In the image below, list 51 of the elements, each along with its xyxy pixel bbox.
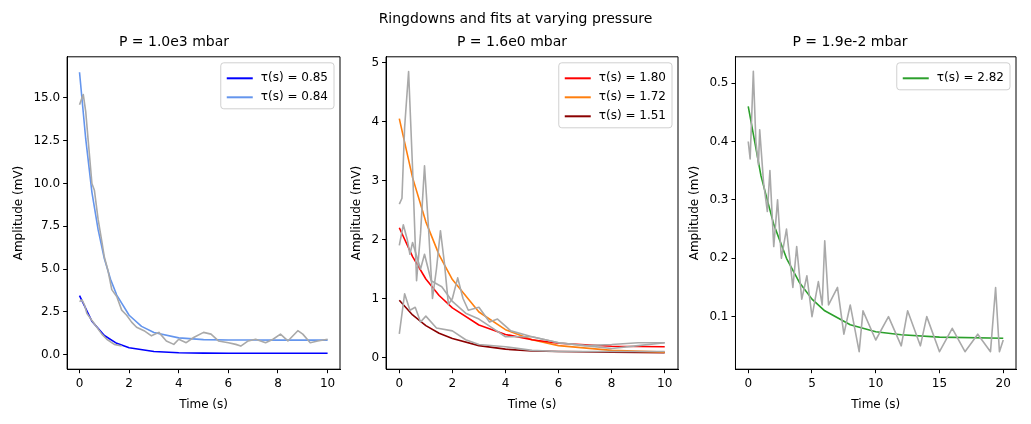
chart-title: P = 1.0e3 mbar: [118, 33, 230, 50]
chart-title: P = 1.6e0 mbar: [456, 33, 568, 50]
legend-label: τ(s) = 2.82: [936, 70, 1005, 85]
x-tick-label: 0: [75, 375, 84, 390]
y-tick-label: 0.1: [709, 308, 729, 323]
x-tick-label: 10: [319, 375, 336, 390]
y-tick-label: 5: [371, 54, 380, 69]
y-tick-label: 15.0: [33, 90, 61, 105]
y-tick-label: 0.4: [709, 133, 729, 148]
x-axis-title: Time (s): [506, 396, 557, 411]
x-tick-label: 10: [868, 375, 884, 390]
x-tick-label: 10: [657, 375, 673, 390]
x-tick-label: 15: [931, 375, 948, 390]
y-tick-label: 4: [371, 113, 380, 128]
y-tick-label: 10.0: [33, 175, 61, 190]
y-axis-title: Amplitude (mV): [11, 165, 26, 261]
y-tick-label: 2.5: [41, 303, 61, 318]
chart-title: P = 1.9e-2 mbar: [792, 33, 908, 50]
x-tick-label: 2: [448, 375, 457, 390]
y-tick-label: 2: [371, 231, 380, 246]
y-axis-title: Amplitude (mV): [349, 165, 364, 261]
x-tick-label: 6: [224, 375, 233, 390]
x-tick-label: 6: [554, 375, 563, 390]
x-tick-label: 4: [174, 375, 183, 390]
y-tick-label: 0.3: [709, 191, 729, 206]
y-tick-label: 0.5: [709, 75, 729, 90]
y-tick-label: 1: [371, 290, 380, 305]
x-tick-label: 4: [501, 375, 510, 390]
legend-label: τ(s) = 0.84: [260, 89, 329, 104]
x-tick-label: 5: [808, 375, 816, 390]
y-tick-label: 0: [371, 349, 380, 364]
y-tick-label: 0.2: [709, 250, 729, 265]
y-tick-label: 5.0: [41, 261, 61, 276]
x-tick-label: 8: [274, 375, 282, 390]
x-tick-label: 8: [607, 375, 616, 390]
legend-label: τ(s) = 0.85: [260, 70, 329, 85]
x-tick-label: 20: [995, 375, 1011, 390]
x-axis-title: Time (s): [178, 396, 228, 411]
x-tick-label: 2: [125, 375, 133, 390]
x-tick-label: 0: [395, 375, 404, 390]
y-tick-label: 0.0: [41, 346, 61, 361]
text: Ringdowns and fits at varying pressure: [377, 9, 654, 28]
legend-label: τ(s) = 1.51: [598, 108, 667, 123]
x-tick-label: 0: [744, 375, 753, 390]
y-tick-label: 3: [371, 172, 380, 187]
y-axis-title: Amplitude (mV): [687, 165, 702, 261]
x-axis-title: Time (s): [850, 396, 901, 411]
y-tick-label: 7.5: [41, 218, 61, 233]
legend-label: τ(s) = 1.72: [598, 89, 667, 104]
legend-label: τ(s) = 1.80: [598, 70, 667, 85]
y-tick-label: 12.5: [33, 132, 61, 147]
